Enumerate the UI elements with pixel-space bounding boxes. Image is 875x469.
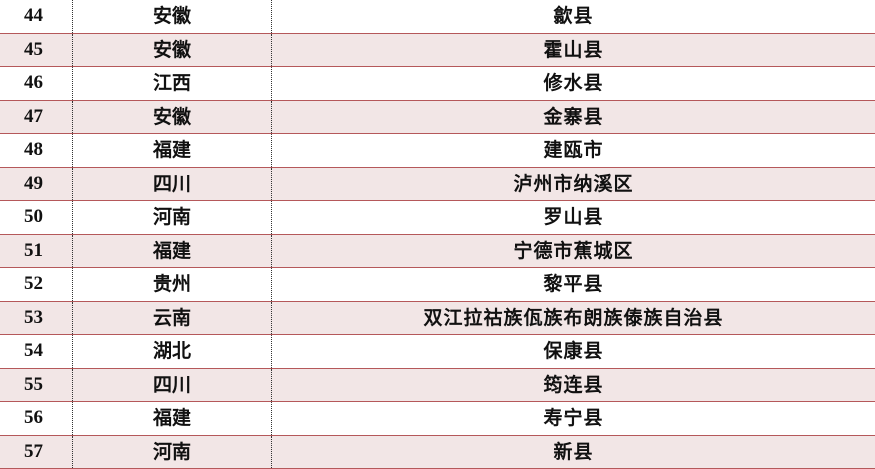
row-number: 53 <box>0 302 72 334</box>
row-number: 49 <box>0 168 72 200</box>
province-cell: 四川 <box>72 168 272 201</box>
county-cell: 修水县 <box>272 67 875 99</box>
row-number: 54 <box>0 335 72 367</box>
county-cell: 宁德市蕉城区 <box>272 235 875 267</box>
province-cell: 福建 <box>72 235 272 268</box>
row-number: 45 <box>0 34 72 66</box>
row-number: 44 <box>0 0 72 32</box>
province-cell: 贵州 <box>72 268 272 301</box>
row-number: 55 <box>0 369 72 401</box>
province-cell: 福建 <box>72 134 272 167</box>
province-cell: 云南 <box>72 302 272 335</box>
row-number: 46 <box>0 67 72 99</box>
province-cell: 河南 <box>72 201 272 234</box>
province-cell: 四川 <box>72 369 272 402</box>
county-cell: 双江拉祜族佤族布朗族傣族自治县 <box>272 302 875 334</box>
county-cell: 泸州市纳溪区 <box>272 168 875 200</box>
county-cell: 歙县 <box>272 0 875 32</box>
row-number: 57 <box>0 436 72 468</box>
province-cell: 河南 <box>72 436 272 469</box>
county-cell: 罗山县 <box>272 201 875 233</box>
province-cell: 福建 <box>72 402 272 435</box>
row-number: 52 <box>0 268 72 300</box>
province-cell: 江西 <box>72 67 272 100</box>
province-cell: 安徽 <box>72 34 272 67</box>
county-cell: 金寨县 <box>272 101 875 133</box>
row-number: 51 <box>0 235 72 267</box>
county-cell: 霍山县 <box>272 34 875 66</box>
county-cell: 建瓯市 <box>272 134 875 166</box>
county-cell: 黎平县 <box>272 268 875 300</box>
province-cell: 湖北 <box>72 335 272 368</box>
county-cell: 保康县 <box>272 335 875 367</box>
province-cell: 安徽 <box>72 101 272 134</box>
county-cell: 新县 <box>272 436 875 468</box>
county-cell: 寿宁县 <box>272 402 875 434</box>
row-number: 47 <box>0 101 72 133</box>
province-cell: 安徽 <box>72 0 272 33</box>
row-number: 48 <box>0 134 72 166</box>
county-cell: 筠连县 <box>272 369 875 401</box>
row-number: 56 <box>0 402 72 434</box>
row-number: 50 <box>0 201 72 233</box>
